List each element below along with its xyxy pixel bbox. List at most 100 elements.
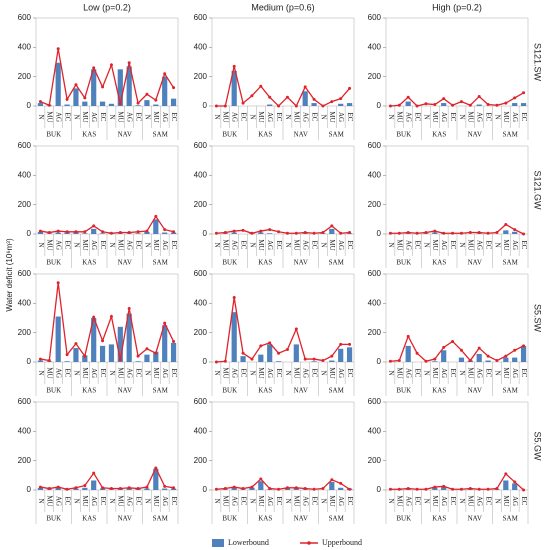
x-tick-label: MU — [396, 111, 404, 122]
line-marker — [388, 231, 392, 235]
bar — [55, 487, 61, 490]
line-marker — [348, 231, 352, 235]
line-marker — [451, 487, 455, 491]
x-tick-label: EC — [99, 497, 107, 506]
x-tick-label: EC — [449, 369, 457, 378]
x-tick-label: EC — [449, 113, 457, 122]
line-marker — [477, 94, 481, 98]
y-tick-label: 0 — [377, 101, 382, 110]
group-label: KAS — [82, 387, 96, 395]
y-tick-label: 400 — [194, 426, 208, 435]
bar — [144, 488, 150, 490]
line-marker — [92, 315, 96, 319]
line-marker — [339, 97, 343, 101]
group-label: BUK — [46, 259, 61, 267]
group-label: NAV — [294, 259, 308, 267]
x-tick-label: AG — [476, 112, 484, 122]
y-tick-label: 0 — [27, 357, 32, 366]
y-tick-label: 0 — [377, 229, 382, 238]
x-tick-label: MU — [117, 239, 125, 250]
y-tick-label: 0 — [203, 101, 208, 110]
bar — [338, 103, 344, 106]
group-label: KAS — [432, 515, 446, 523]
x-tick-label: AG — [440, 368, 448, 378]
x-tick-label: N — [284, 370, 292, 375]
line-marker — [495, 359, 499, 363]
y-tick-label: 600 — [194, 13, 208, 22]
bar — [275, 361, 282, 362]
line-marker — [74, 230, 78, 234]
bar — [117, 69, 123, 106]
x-tick-label: N — [213, 498, 221, 503]
legend-swatch — [307, 541, 311, 545]
line-marker — [47, 231, 51, 235]
bar — [99, 233, 106, 234]
x-tick-label: MU — [396, 495, 404, 506]
group-label: KAS — [258, 515, 272, 523]
line-marker — [65, 353, 69, 357]
x-tick-label: EC — [484, 241, 492, 250]
x-tick-label: MU — [257, 111, 265, 122]
x-tick-label: EC — [346, 497, 354, 506]
bar — [37, 231, 44, 234]
x-tick-label: AG — [90, 240, 98, 250]
x-tick-label: MU — [257, 495, 265, 506]
bar — [231, 232, 237, 234]
x-tick-label: AG — [55, 112, 63, 122]
line-marker — [250, 485, 254, 489]
group-label: SAM — [153, 515, 169, 523]
y-axis-label: Water deficit (10⁶m³) — [5, 238, 14, 312]
line-marker — [424, 359, 428, 363]
x-tick-label: MU — [46, 367, 54, 378]
x-tick-label: N — [143, 498, 151, 503]
bar — [231, 312, 237, 362]
group-label: NAV — [118, 259, 132, 267]
line-marker — [433, 485, 437, 489]
y-tick-label: 0 — [27, 101, 32, 110]
bar — [329, 481, 335, 490]
line-marker — [486, 487, 490, 491]
x-tick-label: N — [284, 498, 292, 503]
line-marker — [397, 359, 401, 363]
line-marker — [268, 95, 272, 99]
line-marker — [415, 487, 419, 491]
line — [40, 48, 175, 107]
line — [40, 282, 175, 362]
x-tick-label: AG — [161, 496, 169, 506]
line-marker — [65, 230, 69, 234]
line-marker — [477, 231, 481, 235]
group-label: SAM — [329, 515, 345, 523]
bar — [135, 361, 141, 362]
line-marker — [259, 229, 263, 233]
x-tick-label: N — [72, 114, 80, 119]
legend-swatch — [212, 539, 224, 547]
line-marker — [459, 348, 463, 352]
line-marker — [154, 98, 158, 102]
line-marker — [163, 321, 167, 325]
group-label: KAS — [432, 387, 446, 395]
x-tick-label: MU — [502, 495, 510, 506]
x-tick-label: N — [458, 114, 466, 119]
y-tick-label: 400 — [368, 426, 382, 435]
bar — [520, 103, 527, 106]
bar — [293, 344, 299, 362]
line-marker — [38, 100, 42, 104]
x-tick-label: N — [108, 370, 116, 375]
bar — [338, 487, 344, 490]
bar — [329, 360, 335, 362]
x-tick-label: N — [319, 370, 327, 375]
bar — [512, 483, 518, 490]
x-tick-label: N — [37, 498, 45, 503]
x-tick-label: EC — [310, 113, 318, 122]
line-marker — [214, 104, 218, 108]
x-tick-label: N — [493, 370, 501, 375]
line-marker — [232, 485, 236, 489]
x-tick-label: EC — [275, 113, 283, 122]
line-marker — [223, 487, 227, 491]
line-marker — [451, 103, 455, 107]
y-tick-label: 0 — [27, 485, 32, 494]
x-tick-label: EC — [310, 241, 318, 250]
x-tick-label: MU — [152, 111, 160, 122]
x-tick-label: AG — [302, 112, 310, 122]
bar — [503, 357, 509, 362]
